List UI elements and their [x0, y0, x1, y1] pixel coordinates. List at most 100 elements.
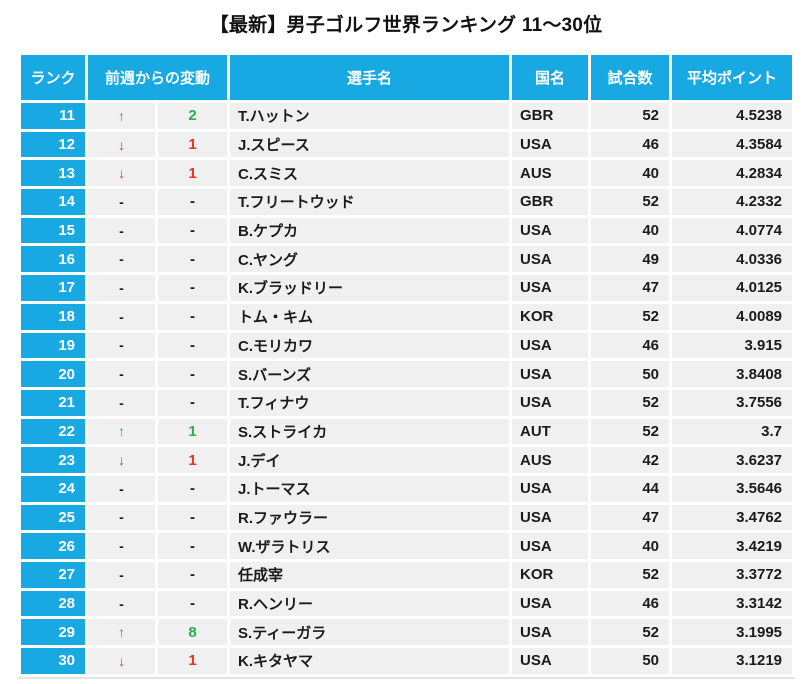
no-change-dash: -: [88, 590, 155, 617]
header-country: 国名: [512, 55, 589, 100]
change-amount-cell: 1: [158, 131, 228, 158]
table-row: 19 - - C.モリカワ USA 46 3.915: [21, 332, 793, 359]
change-amount-cell: -: [158, 504, 228, 531]
rank-cell: 27: [21, 562, 85, 588]
games-cell: 52: [591, 418, 670, 445]
country-cell: AUS: [512, 160, 589, 187]
country-cell: USA: [512, 246, 589, 273]
points-cell: 4.2834: [672, 160, 793, 187]
no-change-dash: -: [88, 246, 155, 273]
player-cell: J.スピース: [230, 131, 510, 158]
points-cell: 3.8408: [672, 361, 793, 387]
points-cell: 4.2332: [672, 189, 793, 215]
country-cell: USA: [512, 275, 589, 301]
table-bottom-border: [18, 676, 795, 679]
player-cell: R.ファウラー: [230, 504, 510, 531]
points-cell: 3.6237: [672, 447, 793, 473]
no-change-dash: -: [88, 389, 155, 416]
player-cell: T.ハットン: [230, 103, 510, 129]
change-amount-cell: -: [158, 562, 228, 588]
rank-cell: 26: [21, 533, 85, 559]
points-cell: 4.5238: [672, 103, 793, 129]
country-cell: USA: [512, 504, 589, 531]
games-cell: 47: [591, 275, 670, 301]
games-cell: 52: [591, 103, 670, 129]
points-cell: 4.0089: [672, 303, 793, 330]
down-arrow-icon: ↓: [88, 447, 155, 473]
points-cell: 3.1995: [672, 619, 793, 646]
table-row: 27 - - 任成宰 KOR 52 3.3772: [21, 562, 793, 588]
header-points: 平均ポイント: [672, 55, 793, 100]
rank-cell: 28: [21, 590, 85, 617]
player-cell: S.ストライカ: [230, 418, 510, 445]
rank-cell: 11: [21, 103, 85, 129]
player-cell: C.ヤング: [230, 246, 510, 273]
player-cell: S.バーンズ: [230, 361, 510, 387]
player-cell: T.フリートウッド: [230, 189, 510, 215]
table-body: 11 ↑ 2 T.ハットン GBR 52 4.5238 12 ↓ 1 J.スピー…: [21, 103, 793, 674]
no-change-dash: -: [88, 217, 155, 244]
change-amount-cell: -: [158, 246, 228, 273]
player-cell: K.ブラッドリー: [230, 275, 510, 301]
change-amount-cell: 2: [158, 103, 228, 129]
change-amount-cell: 1: [158, 648, 228, 674]
games-cell: 52: [591, 189, 670, 215]
rank-cell: 25: [21, 504, 85, 531]
points-cell: 3.5646: [672, 475, 793, 502]
country-cell: KOR: [512, 303, 589, 330]
games-cell: 49: [591, 246, 670, 273]
country-cell: USA: [512, 389, 589, 416]
table-row: 25 - - R.ファウラー USA 47 3.4762: [21, 504, 793, 531]
change-amount-cell: 1: [158, 418, 228, 445]
games-cell: 42: [591, 447, 670, 473]
no-change-dash: -: [88, 361, 155, 387]
games-cell: 52: [591, 389, 670, 416]
player-cell: トム・キム: [230, 303, 510, 330]
player-cell: S.ティーガラ: [230, 619, 510, 646]
no-change-dash: -: [88, 475, 155, 502]
change-amount-cell: -: [158, 332, 228, 359]
header-games: 試合数: [591, 55, 670, 100]
country-cell: USA: [512, 131, 589, 158]
table-row: 21 - - T.フィナウ USA 52 3.7556: [21, 389, 793, 416]
rank-cell: 17: [21, 275, 85, 301]
country-cell: GBR: [512, 189, 589, 215]
points-cell: 3.3772: [672, 562, 793, 588]
games-cell: 52: [591, 562, 670, 588]
header-player: 選手名: [230, 55, 510, 100]
table-row: 22 ↑ 1 S.ストライカ AUT 52 3.7: [21, 418, 793, 445]
table-row: 13 ↓ 1 C.スミス AUS 40 4.2834: [21, 160, 793, 187]
header-change: 前週からの変動: [88, 55, 228, 100]
games-cell: 40: [591, 160, 670, 187]
change-amount-cell: 1: [158, 160, 228, 187]
games-cell: 40: [591, 533, 670, 559]
table-row: 24 - - J.トーマス USA 44 3.5646: [21, 475, 793, 502]
games-cell: 40: [591, 217, 670, 244]
rank-cell: 24: [21, 475, 85, 502]
games-cell: 46: [591, 590, 670, 617]
rank-cell: 16: [21, 246, 85, 273]
table-row: 30 ↓ 1 K.キタヤマ USA 50 3.1219: [21, 648, 793, 674]
header-rank: ランク: [21, 55, 85, 100]
down-arrow-icon: ↓: [88, 160, 155, 187]
no-change-dash: -: [88, 275, 155, 301]
rank-cell: 30: [21, 648, 85, 674]
change-amount-cell: -: [158, 475, 228, 502]
games-cell: 47: [591, 504, 670, 531]
table-row: 18 - - トム・キム KOR 52 4.0089: [21, 303, 793, 330]
rank-cell: 20: [21, 361, 85, 387]
games-cell: 46: [591, 332, 670, 359]
rank-cell: 22: [21, 418, 85, 445]
rank-cell: 15: [21, 217, 85, 244]
country-cell: USA: [512, 217, 589, 244]
country-cell: USA: [512, 648, 589, 674]
table-row: 23 ↓ 1 J.デイ AUS 42 3.6237: [21, 447, 793, 473]
table-row: 20 - - S.バーンズ USA 50 3.8408: [21, 361, 793, 387]
points-cell: 4.0774: [672, 217, 793, 244]
change-amount-cell: -: [158, 303, 228, 330]
no-change-dash: -: [88, 332, 155, 359]
no-change-dash: -: [88, 533, 155, 559]
change-amount-cell: -: [158, 217, 228, 244]
table-row: 17 - - K.ブラッドリー USA 47 4.0125: [21, 275, 793, 301]
